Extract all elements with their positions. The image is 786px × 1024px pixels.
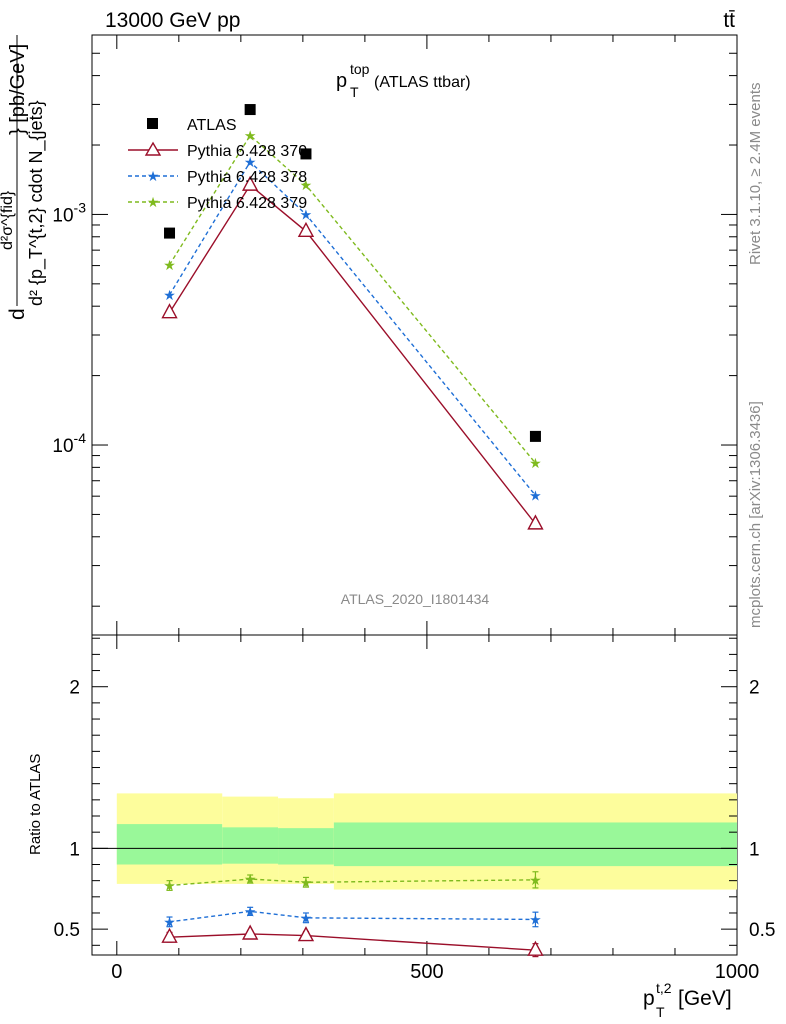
legend-entry-pythia-370: Pythia 6.428 370 [128,141,307,160]
ratio-point-p370 [241,924,259,940]
y-tick-label: 10-4 [52,430,86,457]
ratio-line-p370 [169,933,536,951]
band-inner-bin [116,824,223,865]
analysis-watermark: ATLAS_2020_I1801434 [341,591,490,607]
data-point-p379: ★ [163,258,176,274]
mcplots-label: mcplots.cern.ch [arXiv:1306.3436] [747,401,764,628]
legend: ATLAS Pythia 6.428 370 ★ Pythia 6.428 37… [128,117,307,212]
x-label-unit: [GeV] [678,987,732,1010]
legend-label-pythia-370: Pythia 6.428 370 [187,143,307,160]
data-point-p379: ★ [244,128,257,144]
data-point-p370 [527,514,544,530]
header-energy: 13000 GeV pp [105,9,240,32]
y-label-denominator: d² {p_T^{t,2} cdot N_{jets} [26,100,47,306]
x-axis-label: p t,2 T [GeV] [643,980,732,1020]
y-label-d: d [6,308,29,320]
plot-title: p top T (ATLAS ttbar) [336,61,471,100]
svg-text:★: ★ [147,169,160,185]
x-tick-label: 1000 [715,961,760,983]
series-line-p370 [168,184,536,525]
title-sup: top [350,61,370,77]
ratio-tick-label-left: 1 [69,839,80,860]
data-point-p370 [161,303,178,319]
ratio-tick-label-left: 2 [69,678,80,699]
ratio-tick-label-right: 2 [749,678,760,699]
header-process: tt̄ [723,9,735,32]
data-point-p370 [297,221,315,237]
ratio-tick-label-right: 0.5 [749,920,775,941]
x-label-sub: T [656,1004,665,1020]
ratio-point-p378: ★ [529,912,542,928]
ratio-point-p379: ★ [163,879,176,895]
y-axis-label-main: d d²σ^{fid} d² {p_T^{t,2} cdot N_{jets} … [0,35,47,320]
band-inner-bin [222,827,279,864]
title-sub: T [350,84,359,100]
data-point-p378: ★ [300,207,313,223]
band-inner-bin [333,822,737,867]
series-line-p378 [168,160,536,496]
ratio-line-p378 [169,910,536,923]
ratio-point-p379: ★ [529,873,542,889]
x-label-p: p [643,987,655,1010]
band-inner-bin [278,828,334,865]
ratio-point-p378: ★ [244,904,257,920]
title-p: p [336,70,347,92]
data-point-p379: ★ [529,456,542,472]
ratio-point-p370 [527,940,544,956]
legend-entry-atlas: ATLAS [147,117,237,134]
ratio-line-p379 [169,878,536,887]
ratio-point-p378: ★ [163,915,176,931]
y-label-numerator: d²σ^{fid} [0,190,16,250]
legend-entry-pythia-378: ★ Pythia 6.428 378 [128,169,307,186]
data-point-p379: ★ [300,178,313,194]
data-point-p378: ★ [529,488,542,504]
svg-text:★: ★ [147,195,160,211]
data-point-data [244,104,256,116]
data-point-data [300,148,312,160]
data-point-p370 [241,175,259,191]
ratio-point-p370 [161,927,178,943]
ratio-point-p378: ★ [300,911,313,927]
y-tick-label: 10-3 [52,199,86,226]
ratio-point-p370 [297,926,315,942]
y-axis-label-ratio: Ratio to ATLAS [27,754,44,855]
x-tick-label: 0 [111,961,122,983]
ratio-point-p379: ★ [244,872,257,888]
series: ★ ★ ★ ★ ★ ★ ★ ★ ★ ★ ★ ★ ★ ★ ★ ★ [161,104,544,958]
data-point-data [164,227,176,239]
data-point-p378: ★ [244,155,257,171]
series-line-p379 [168,134,536,464]
legend-label-atlas: ATLAS [187,117,237,134]
ratio-tick-label-left: 0.5 [54,920,80,941]
legend-entry-pythia-379: ★ Pythia 6.428 379 [128,195,307,212]
legend-label-pythia-378: Pythia 6.428 378 [187,169,307,186]
x-label-sup: t,2 [656,980,672,996]
rivet-label: Rivet 3.1.10, ≥ 2.4M events [747,83,764,266]
ratio-point-p379: ★ [300,875,313,891]
ratio-tick-label-right: 1 [749,839,760,860]
x-tick-label: 500 [410,961,443,983]
data-point-data [529,430,541,442]
y-label-unit: } [pb/GeV] [7,44,29,135]
uncertainty-band [92,793,737,890]
legend-label-pythia-379: Pythia 6.428 379 [187,195,307,212]
title-rest: (ATLAS ttbar) [374,74,471,91]
data-point-p378: ★ [163,288,176,304]
